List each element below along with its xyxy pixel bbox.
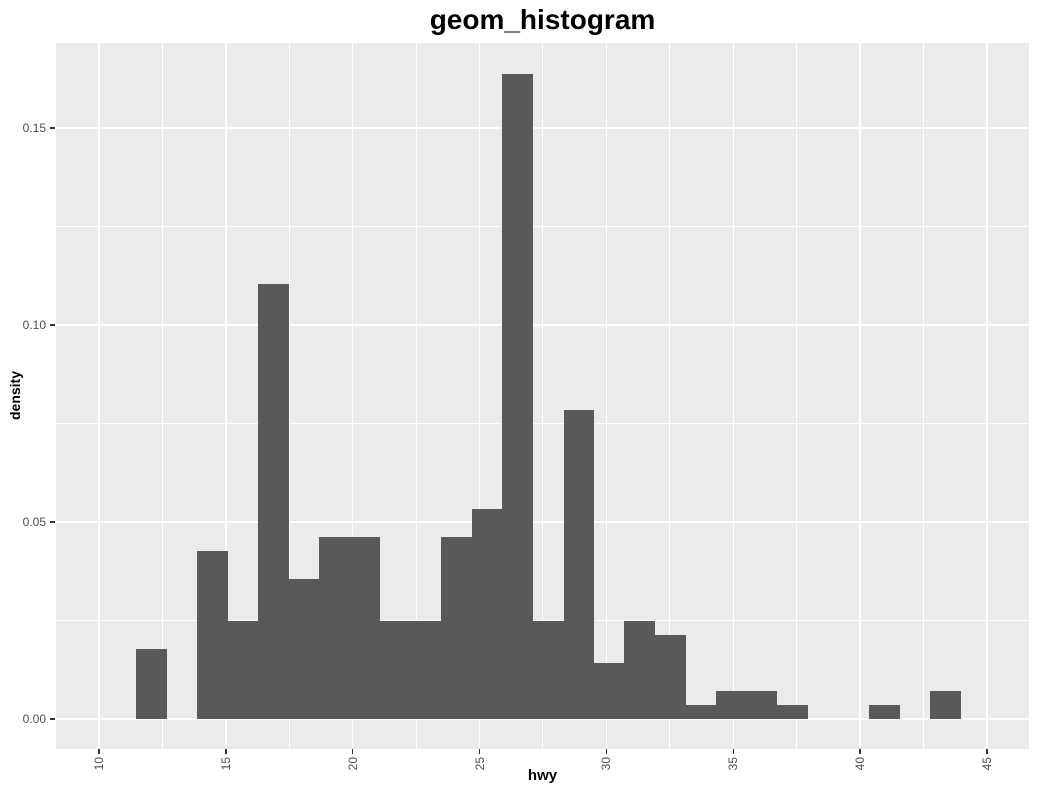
y-tick-label: 0.15 [22,121,46,135]
y-tick-mark [50,324,55,326]
histogram-bar [319,536,350,719]
histogram-bar [685,704,717,719]
histogram-bar [196,550,228,719]
x-minor-gridline [796,43,798,749]
histogram-bar [593,663,625,719]
x-tick-mark [986,749,988,754]
histogram-bar [746,691,778,719]
y-minor-gridline [56,226,1029,227]
x-minor-gridline [669,43,671,749]
x-major-gridline [732,43,735,749]
histogram-bar [624,620,656,719]
x-tick-mark [859,749,861,754]
y-tick-label: 0.05 [22,515,46,529]
x-minor-gridline [415,43,417,749]
histogram-bar [349,536,381,719]
histogram-bar [532,620,564,719]
y-axis-title-text: density [7,371,23,421]
x-minor-gridline [923,43,925,749]
y-tick-mark [50,718,55,720]
histogram-bar [441,536,473,719]
y-major-gridline [56,324,1029,326]
histogram-bar [136,648,167,719]
y-major-gridline [56,127,1029,129]
x-tick-mark [478,749,481,754]
y-axis-title: density [4,43,26,749]
x-tick-mark [351,749,354,754]
y-tick-mark [50,127,55,129]
y-tick-mark [50,521,55,523]
y-minor-gridline [56,423,1029,424]
y-major-gridline [56,521,1029,523]
histogram-bar [410,620,442,719]
y-major-gridline [56,718,1029,720]
x-tick-mark [732,749,735,754]
histogram-bar [471,508,503,719]
x-major-gridline [986,43,988,749]
x-minor-gridline [161,43,163,749]
histogram-bar [258,284,289,719]
x-major-gridline [859,43,861,749]
x-axis-title: hwy [527,767,558,784]
histogram-bar [288,578,320,719]
x-minor-gridline [542,43,544,749]
x-major-gridline [351,43,354,749]
x-minor-gridline [288,43,290,749]
x-tick-mark [225,749,227,754]
x-tick-mark [98,749,100,754]
x-major-gridline [98,43,100,749]
y-minor-gridline [56,620,1029,621]
y-tick-label: 0.10 [22,318,46,332]
histogram-bar [655,634,686,719]
histogram-bar [380,620,412,719]
y-tick-label: 0.00 [22,712,46,726]
histogram-bar [502,73,534,719]
histogram-bar [563,410,595,719]
x-tick-mark [605,749,608,754]
histogram-bar [929,691,961,719]
x-major-gridline [225,43,227,749]
histogram-bar [716,691,747,719]
chart-title: geom_histogram [429,4,656,35]
x-major-gridline [478,43,481,749]
histogram-bar [227,620,259,719]
plot-panel [56,43,1029,749]
histogram-bar [777,704,809,719]
x-major-gridline [605,43,608,749]
histogram-bar [868,704,900,719]
